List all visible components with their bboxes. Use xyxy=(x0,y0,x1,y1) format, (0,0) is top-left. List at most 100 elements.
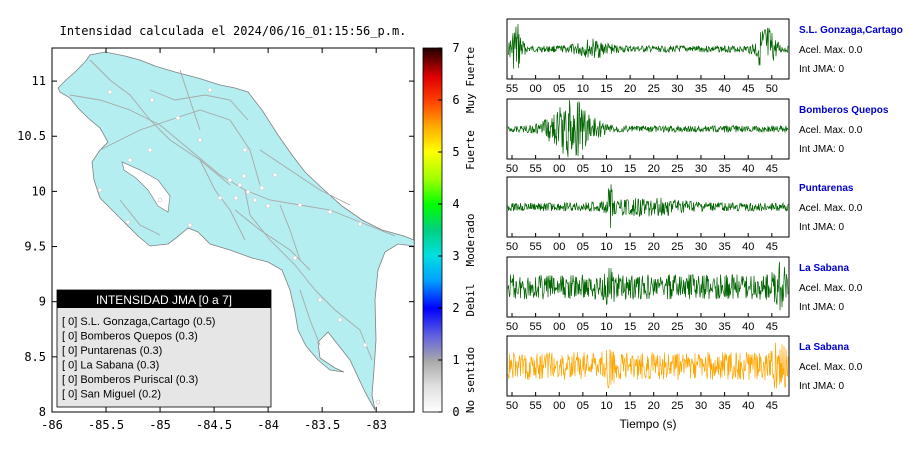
legend-entry: [ 0] S.L. Gonzaga,Cartago (0.5) xyxy=(62,316,215,328)
colorbar-tick-label: 1 xyxy=(452,353,459,367)
trace-tick-label: 50 xyxy=(766,83,778,95)
colorbar-gradient xyxy=(422,47,443,413)
map-y-tick-label: 8 xyxy=(39,405,46,419)
trace-tick-label: 35 xyxy=(695,83,707,95)
legend-entry: [ 0] Bomberos Quepos (0.3) xyxy=(62,331,198,343)
trace-tick-label: 30 xyxy=(695,241,707,253)
trace-tick-label: 20 xyxy=(648,321,660,333)
trace-waveform xyxy=(507,184,789,228)
colorbar-tick-label: 2 xyxy=(452,301,459,315)
trace-station-name: S.L. Gonzaga,Cartago xyxy=(799,25,903,36)
trace-tick-label: 15 xyxy=(624,241,636,253)
trace-tick-label: 15 xyxy=(624,321,636,333)
trace-tick-label: 45 xyxy=(766,321,778,333)
map-title: Intensidad calculada el 2024/06/16_01:15… xyxy=(60,24,407,38)
trace-tick-label: 05 xyxy=(577,163,589,175)
trace-tick-label: 30 xyxy=(695,321,707,333)
trace-tick-label: 00 xyxy=(553,163,565,175)
legend-entries: [ 0] S.L. Gonzaga,Cartago (0.5) [ 0] Bomb… xyxy=(62,316,215,401)
trace-tick-label: 15 xyxy=(624,163,636,175)
trace-tick-label: 05 xyxy=(577,321,589,333)
legend-entry: [ 0] La Sabana (0.3) xyxy=(62,360,159,372)
trace-tick-label: 45 xyxy=(766,400,778,412)
trace-tick-label: 55 xyxy=(529,400,541,412)
trace-tick-label: 35 xyxy=(718,321,730,333)
trace-tick-label: 40 xyxy=(742,163,754,175)
trace-tick-label: 50 xyxy=(506,163,518,175)
trace-tick-label: 55 xyxy=(506,83,518,95)
trace-tick-label: 45 xyxy=(766,241,778,253)
trace-tick-label: 50 xyxy=(506,241,518,253)
trace-panel: 55 00 05 10 15 20 25 30 35 40 45 50 S.L. Gonzaga,Car… xyxy=(506,18,903,95)
map-y-tick-label: 9.5 xyxy=(24,240,46,254)
trace-tick-label: 40 xyxy=(742,241,754,253)
colorbar-category-label: Debil xyxy=(464,283,477,316)
trace-tick-label: 00 xyxy=(553,241,565,253)
map-y-tick-label: 10.5 xyxy=(17,129,46,143)
trace-panel: 50 55 00 05 10 15 20 25 30 35 40 45 La Sabana Acel. M… xyxy=(506,335,863,412)
trace-tick-label: 45 xyxy=(742,83,754,95)
trace-station-name: Puntarenas xyxy=(799,183,854,194)
trace-waveform xyxy=(507,342,789,389)
trace-tick-label: 20 xyxy=(648,400,660,412)
trace-acel-max: Acel. Max. 0.0 xyxy=(799,362,863,373)
colorbar-tick-label: 5 xyxy=(452,145,459,159)
trace-tick-label: 35 xyxy=(718,241,730,253)
map-x-tick-label: -83 xyxy=(365,418,387,432)
legend-body xyxy=(56,289,272,408)
map-y-tick-label: 9 xyxy=(39,295,46,309)
trace-panel: 50 55 00 05 10 15 20 25 30 35 40 45 Bomberos Quepos A… xyxy=(506,98,889,175)
trace-tick-label: 00 xyxy=(553,321,565,333)
legend-entry: [ 0] Bomberos Puriscal (0.3) xyxy=(62,374,198,386)
map-y-tick-label: 8.5 xyxy=(24,350,46,364)
trace-tick-label: 55 xyxy=(529,163,541,175)
colorbar-tick-label: 6 xyxy=(452,93,459,107)
trace-tick-label: 15 xyxy=(624,400,636,412)
trace-tick-label: 10 xyxy=(600,400,612,412)
map-y-tick-label: 10 xyxy=(32,184,46,198)
waveform-traces: 55 00 05 10 15 20 25 30 35 40 45 50 S.L. Gonzaga,Car… xyxy=(506,18,903,412)
map-x-tick-label: -85 xyxy=(149,418,171,432)
trace-tick-label: 30 xyxy=(695,400,707,412)
map-x-axis: -86 -85.5 -85 -84.5 -84 -83.5 -83 xyxy=(41,48,387,432)
legend-entry: [ 0] San Miguel (0.2) xyxy=(62,389,161,401)
trace-tick-label: 15 xyxy=(600,83,612,95)
trace-tick-label: 55 xyxy=(529,241,541,253)
legend-title-bar xyxy=(57,290,271,308)
map-x-tick-label: -86 xyxy=(41,418,63,432)
colorbar-tick-label: 4 xyxy=(452,197,459,211)
trace-waveform xyxy=(507,100,789,158)
trace-tick-label: 35 xyxy=(718,163,730,175)
trace-tick-label: 20 xyxy=(648,163,660,175)
trace-tick-label: 00 xyxy=(553,400,565,412)
trace-station-name: La Sabana xyxy=(799,263,849,274)
map-x-tick-label: -84 xyxy=(257,418,279,432)
map-y-tick-label: 11 xyxy=(32,74,46,88)
trace-tick-label: 35 xyxy=(718,400,730,412)
trace-tick-label: 30 xyxy=(695,163,707,175)
trace-tick-label: 20 xyxy=(624,83,636,95)
trace-tick-label: 10 xyxy=(600,321,612,333)
trace-acel-max: Acel. Max. 0.0 xyxy=(799,203,863,214)
trace-tick-label: 05 xyxy=(577,241,589,253)
colorbar-category-label: Fuerte xyxy=(464,130,477,170)
trace-waveform xyxy=(507,261,789,311)
trace-tick-label: 25 xyxy=(671,400,683,412)
colorbar-category-label: Muy Fuerte xyxy=(464,47,477,113)
trace-tick-label: 45 xyxy=(766,163,778,175)
colorbar-ticks: 0 1 2 3 4 5 6 7 xyxy=(438,41,460,419)
town-markers xyxy=(97,87,381,405)
trace-tick-label: 10 xyxy=(577,83,589,95)
trace-tick-label: 10 xyxy=(600,163,612,175)
trace-tick-label: 25 xyxy=(671,163,683,175)
traces-x-label: Tiempo (s) xyxy=(620,417,677,431)
trace-tick-label: 05 xyxy=(577,400,589,412)
trace-tick-label: 30 xyxy=(671,83,683,95)
trace-acel-max: Acel. Max. 0.0 xyxy=(799,125,863,136)
legend-entry: [ 0] Puntarenas (0.3) xyxy=(62,345,162,357)
trace-int-jma: Int JMA: 0 xyxy=(799,64,844,75)
trace-tick-label: 25 xyxy=(648,83,660,95)
trace-waveform xyxy=(507,23,789,69)
intensity-colorbar: 0 1 2 3 4 5 6 7 No sentido Debil Moderado Fuerte Mu… xyxy=(422,41,477,419)
